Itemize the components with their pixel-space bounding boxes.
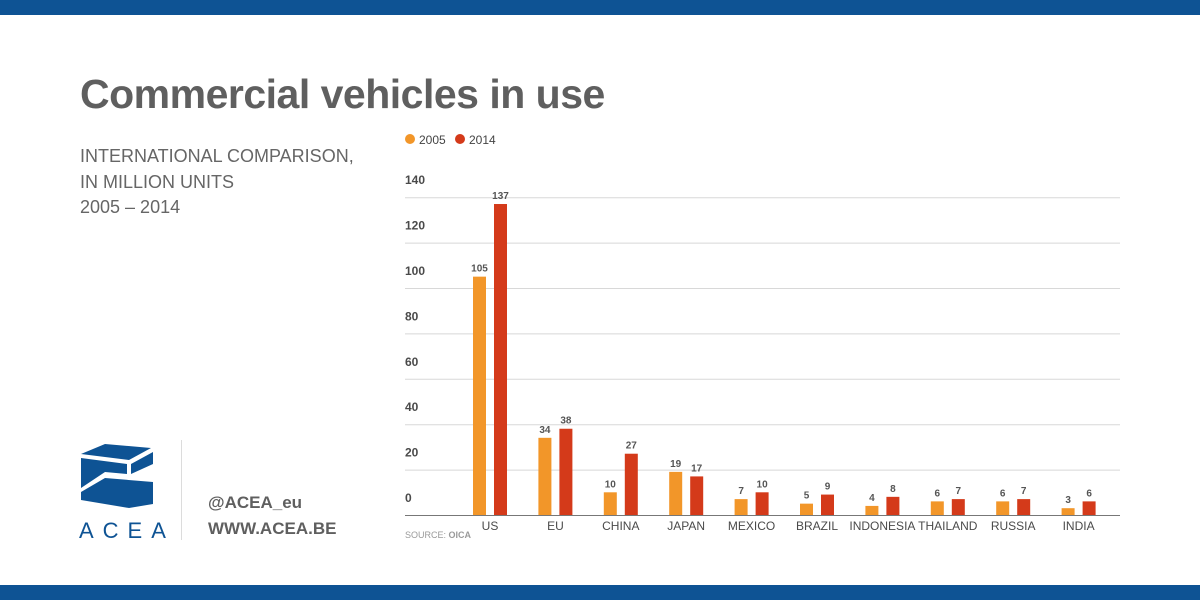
bar-2014-mexico — [755, 492, 769, 515]
chart-legend: 2005 2014 — [405, 133, 496, 147]
bar-2014-brazil — [821, 494, 834, 515]
x-tick-label: CHINA — [602, 519, 639, 533]
data-label: 3 — [1065, 495, 1071, 506]
x-tick-label: MEXICO — [728, 519, 775, 533]
x-tick-label: JAPAN — [667, 519, 705, 533]
page-title: Commercial vehicles in use — [80, 71, 605, 117]
legend-label-2014: 2014 — [469, 133, 496, 147]
source-note: SOURCE: OICA — [405, 530, 472, 540]
y-axis-labels: 0 20 40 60 80 100 120 140 — [405, 173, 425, 505]
bar-2014-russia — [1017, 499, 1031, 515]
bar-2005-indonesia — [865, 505, 879, 515]
chart-grid — [405, 197, 1120, 471]
bar-2014-china — [624, 453, 638, 515]
legend-label-2005: 2005 — [419, 133, 446, 147]
legend-swatch-2014 — [455, 134, 465, 144]
subtitle-line: IN MILLION UNITS — [80, 171, 235, 192]
data-label: 7 — [956, 486, 962, 497]
y-tick-label: 60 — [405, 355, 419, 369]
subtitle-line: INTERNATIONAL COMPARISON, — [80, 146, 354, 166]
y-tick-label: 140 — [405, 173, 425, 187]
y-tick-label: 0 — [405, 491, 412, 505]
data-label: 7 — [1021, 486, 1027, 497]
data-label: 7 — [738, 486, 744, 497]
data-label: 5 — [804, 491, 810, 502]
x-tick-label: US — [482, 519, 499, 533]
acea-logo-icon — [81, 444, 153, 508]
bottom-band — [0, 585, 1200, 600]
bar-2005-mexico — [734, 499, 748, 515]
data-label: 38 — [560, 416, 572, 427]
bar-2005-thailand — [930, 501, 944, 515]
x-axis-labels: US EU CHINA JAPAN MEXICO BRAZIL INDONESIA THAIL… — [482, 519, 1095, 533]
data-label: 10 — [757, 479, 769, 490]
subtitle-line: 2005 – 2014 — [80, 197, 181, 217]
bar-2014-eu — [559, 428, 573, 515]
data-label: 8 — [890, 484, 896, 495]
bar-2005-russia — [996, 501, 1010, 515]
data-label: 6 — [935, 488, 941, 499]
data-label: 19 — [670, 459, 682, 470]
social-links: @ACEA_eu WWW.ACEA.BE — [208, 490, 336, 542]
bar-2014-indonesia — [886, 496, 900, 515]
data-label: 9 — [825, 482, 831, 493]
data-label: 17 — [691, 463, 703, 474]
y-tick-label: 100 — [405, 264, 425, 278]
x-tick-label: EU — [547, 519, 564, 533]
chart-subtitle: INTERNATIONAL COMPARISON, IN MILLION UNI… — [80, 144, 354, 221]
y-tick-label: 120 — [405, 219, 425, 233]
bar-2005-china — [603, 492, 617, 515]
y-tick-label: 80 — [405, 309, 419, 323]
bar-2005-eu — [538, 437, 552, 515]
x-tick-label: RUSSIA — [991, 519, 1036, 533]
data-label: 27 — [626, 441, 638, 452]
bar-2014-thailand — [951, 499, 965, 515]
top-band — [0, 0, 1200, 15]
bar-2005-japan — [669, 471, 683, 515]
y-tick-label: 40 — [405, 400, 419, 414]
bar-2005-us — [473, 276, 486, 515]
footer-divider — [181, 440, 182, 540]
twitter-handle[interactable]: @ACEA_eu — [208, 493, 303, 512]
bar-2005-brazil — [800, 503, 813, 515]
x-tick-label: BRAZIL — [796, 519, 838, 533]
data-label: 10 — [605, 479, 617, 490]
data-label: 105 — [471, 264, 488, 275]
x-tick-label: THAILAND — [918, 519, 978, 533]
data-label: 4 — [869, 493, 875, 504]
website-link[interactable]: WWW.ACEA.BE — [208, 519, 337, 538]
legend-swatch-2005 — [405, 134, 415, 144]
data-label: 34 — [539, 425, 551, 436]
bar-2014-japan — [690, 476, 704, 515]
y-tick-label: 20 — [405, 446, 419, 460]
bar-2005-india — [1061, 508, 1075, 515]
chart-bars — [473, 204, 1096, 515]
data-label: 137 — [492, 191, 509, 202]
data-label: 6 — [1086, 488, 1092, 499]
x-tick-label: INDIA — [1063, 519, 1095, 533]
bar-2014-india — [1082, 501, 1096, 515]
data-label: 6 — [1000, 488, 1006, 499]
acea-logo-text: ACEA — [79, 518, 175, 543]
x-tick-label: INDONESIA — [849, 519, 915, 533]
bar-2014-us — [494, 204, 507, 515]
